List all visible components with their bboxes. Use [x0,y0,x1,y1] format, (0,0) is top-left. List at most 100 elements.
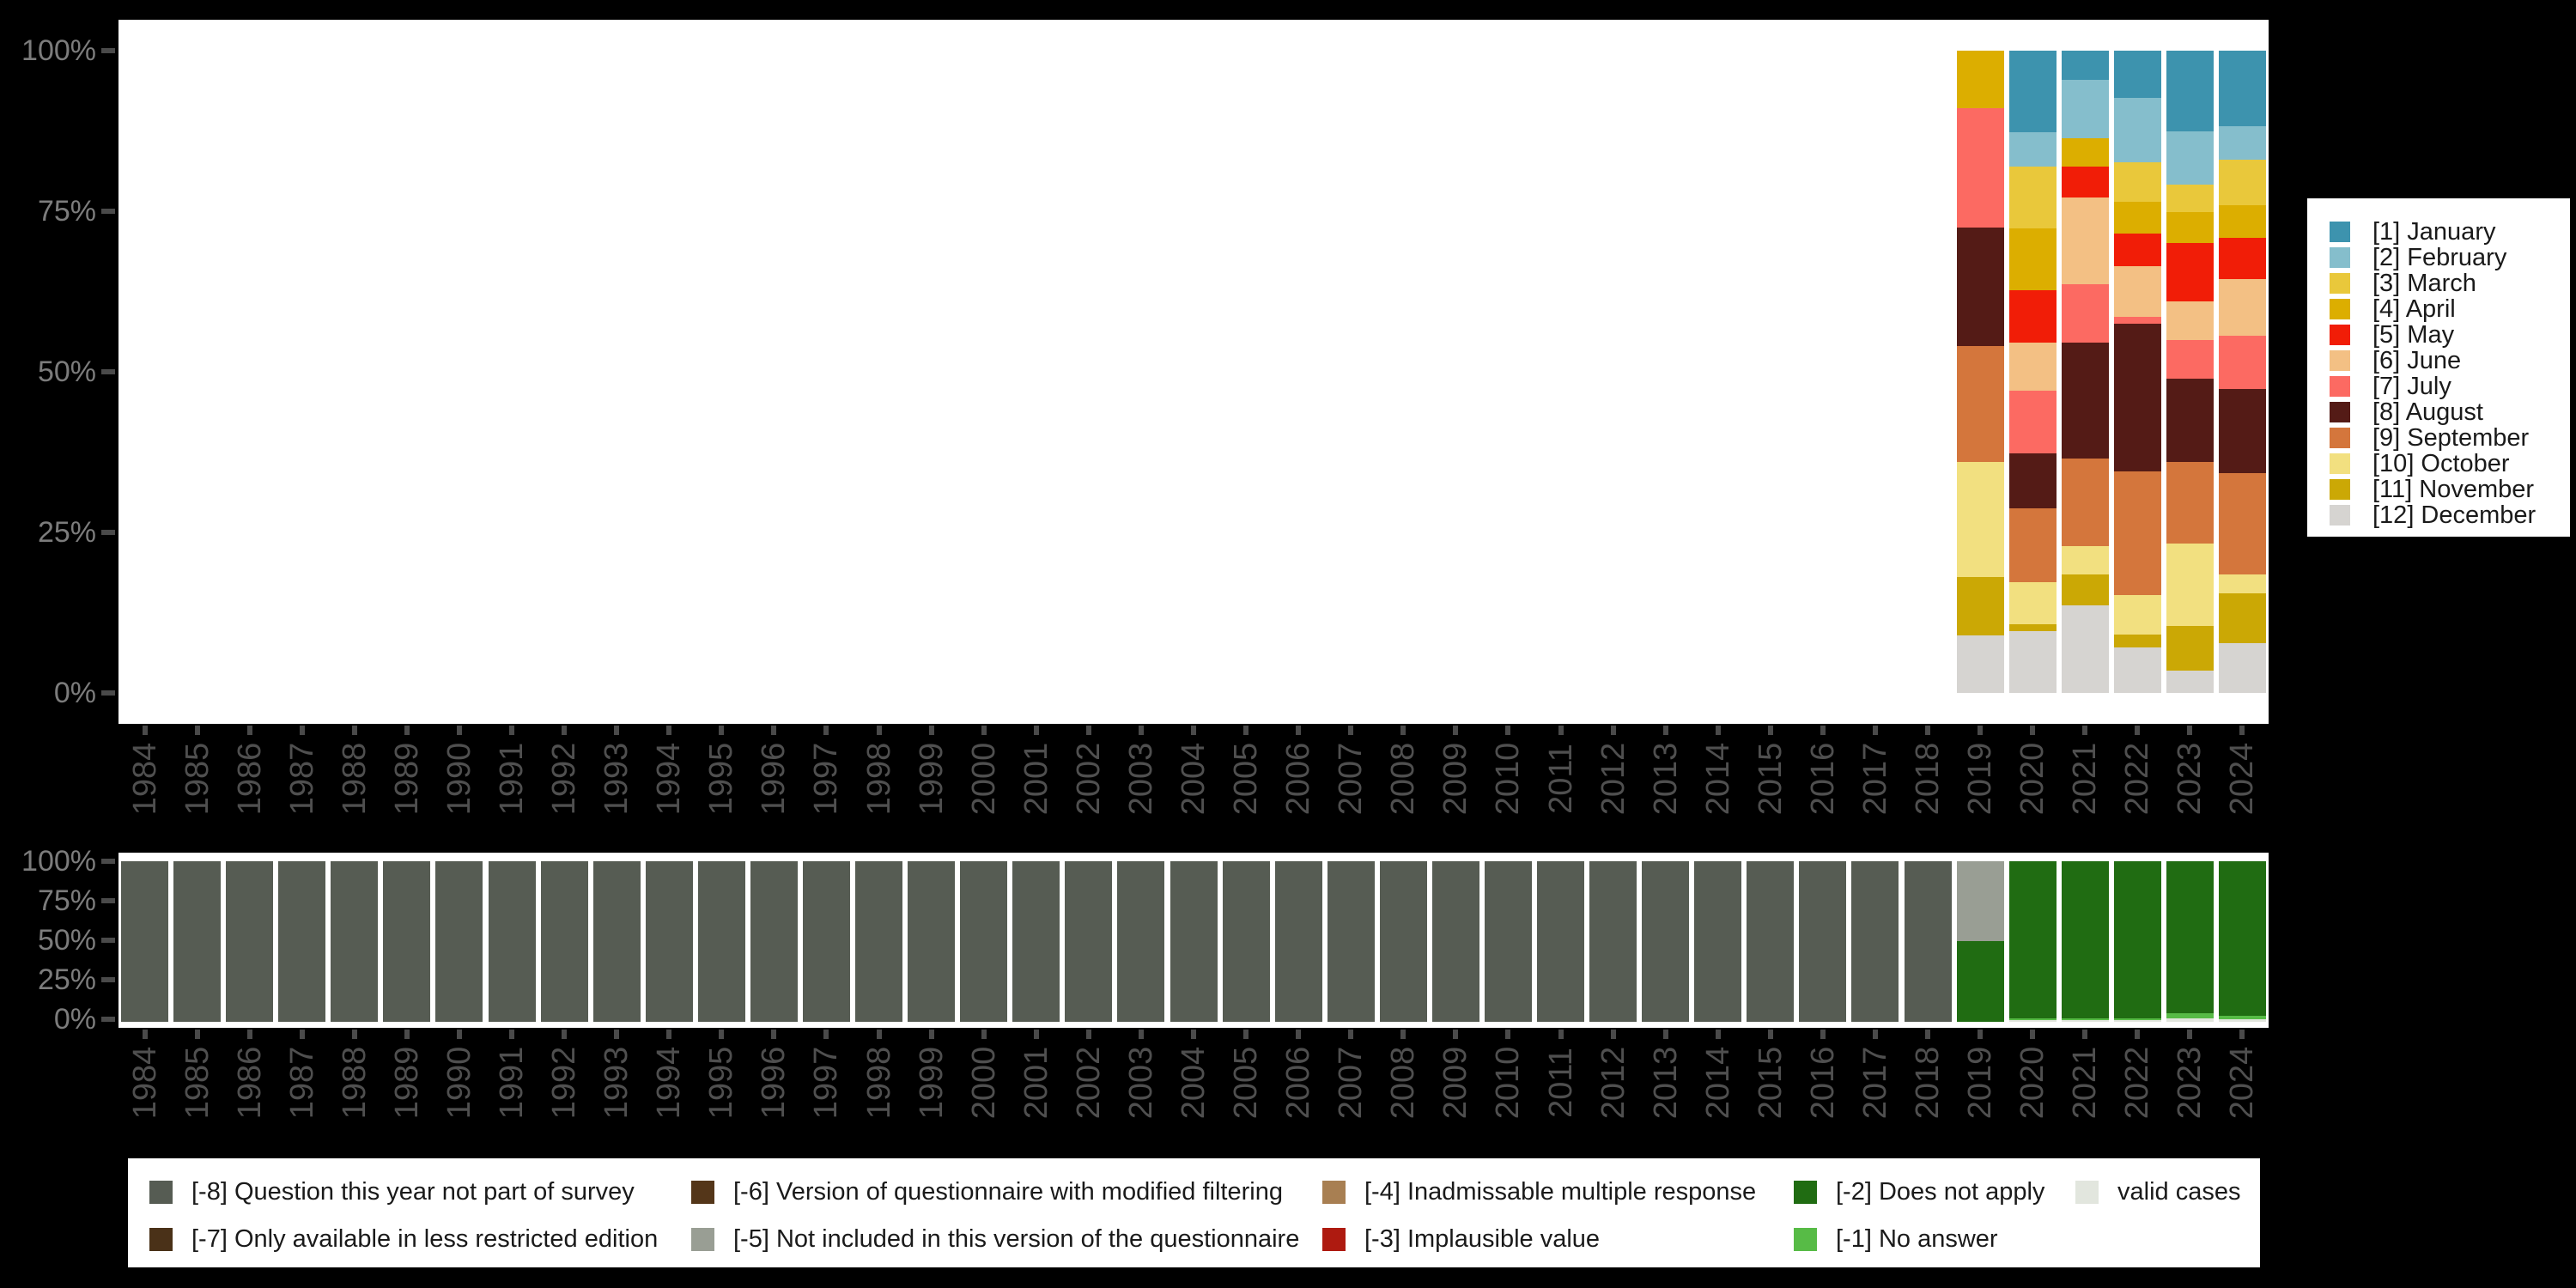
y-axis-tick-mark [101,938,115,943]
bar-segment-1992 [540,861,588,1022]
x-axis-year-label: 2012 [1595,1046,1631,1120]
bar-segment-2018 [1904,861,1952,1022]
x-axis-tick-mark [2239,1030,2245,1039]
bar-segment-2020 [2008,167,2057,229]
legend-months: [1] January [2] February [3] March [4] Apri… [2307,198,2570,537]
x-axis-tick-mark [351,726,357,735]
y-axis-tick-label: 75% [37,884,96,917]
bar-segment-1990 [435,861,483,1022]
legend-missing-label: valid cases [2117,1178,2241,1206]
bar-segment-2022 [2113,266,2161,318]
bar-segment-2021 [2061,79,2109,138]
bar-segment-2019 [1956,461,2004,578]
bar-segment-1984 [121,861,169,1022]
x-axis-tick-mark [771,726,777,735]
x-axis-tick-mark [1191,1030,1196,1039]
legend-missing-item: [-4] Inadmissable multiple response [1322,1178,1756,1206]
bar-segment-2019 [1956,635,2004,693]
x-axis-year-label: 2006 [1280,1046,1317,1120]
bar-segment-2019 [1956,861,2004,942]
legend-missing-label: [-5] Not included in this version of the… [733,1225,1300,1253]
x-axis-year-label: 2010 [1490,742,1527,816]
x-axis-year-label: 1985 [179,1046,216,1120]
legend-missing-item: [-5] Not included in this version of the… [691,1225,1300,1253]
legend-month-label: [4] April [2372,295,2456,323]
legend-month-label: [1] January [2372,217,2496,246]
bar-segment-1996 [750,861,798,1022]
x-axis-tick-mark [1558,726,1564,735]
x-axis-year-label: 2011 [1542,1048,1579,1118]
missing-category-swatch [691,1181,714,1204]
legend-missing-item: [-7] Only available in less restricted e… [149,1225,659,1253]
bar-segment-2021 [2061,1018,2109,1021]
y-axis-tick-mark [101,977,115,982]
x-axis-tick-mark [2239,726,2245,735]
x-axis-year-label: 2000 [965,742,1002,816]
legend-missing-label: [-2] Does not apply [1836,1178,2045,1206]
x-axis-tick-mark [1505,726,1511,735]
bar-segment-2010 [1484,861,1532,1022]
bar-segment-2004 [1170,861,1218,1022]
bar-segment-2000 [960,861,1008,1022]
bar-segment-2020 [2008,1020,2057,1022]
x-axis-tick-mark [1978,726,1984,735]
bar-segment-2023 [2166,1013,2214,1019]
y-axis-tick-mark [101,530,115,535]
x-axis-year-label: 1990 [440,742,477,816]
legend-month-item: [5] May [2307,320,2570,349]
x-axis-tick-mark [456,726,462,735]
x-axis-year-label: 2021 [2067,1046,2104,1120]
y-axis-tick-label: 75% [37,195,96,228]
bar-segment-2024 [2218,279,2266,337]
x-axis-tick-mark [1662,726,1668,735]
x-axis-year-label: 2008 [1385,742,1422,816]
x-axis-tick-mark [2135,726,2141,735]
x-axis-tick-mark [1348,726,1354,735]
x-axis-year-label: 2006 [1280,742,1317,816]
x-axis-year-label: 2022 [2119,742,2156,816]
bar-segment-1987 [278,861,326,1022]
legend-missing-item: [-8] Question this year not part of surv… [149,1178,635,1206]
x-axis-tick-mark [981,726,987,735]
bar-segment-2021 [2061,167,2109,197]
x-axis-year-label: 1991 [494,1046,531,1120]
y-axis-tick-mark [101,209,115,214]
x-axis-tick-mark [1033,726,1039,735]
y-axis-tick-mark [101,898,115,903]
bar-segment-2020 [2008,453,2057,509]
x-axis-tick-mark [1715,726,1721,735]
bar-segment-1986 [226,861,274,1022]
x-axis-tick-mark [1296,1030,1302,1039]
legend-missing-label: [-7] Only available in less restricted e… [191,1225,659,1253]
legend-missing-label: [-6] Version of questionnaire with modif… [733,1178,1283,1206]
bar-segment-2022 [2113,234,2161,267]
x-axis-year-label: 2013 [1647,1046,1684,1120]
bar-segment-2023 [2166,51,2214,132]
x-axis-year-label: 1989 [388,1046,425,1120]
y-axis-tick-mark [101,369,115,374]
x-axis-tick-mark [1820,1030,1826,1039]
y-axis-tick-label: 0% [53,677,96,709]
bar-segment-2023 [2166,626,2214,671]
x-axis-tick-mark [456,1030,462,1039]
x-axis-tick-mark [1085,1030,1091,1039]
x-axis-tick-mark [1243,726,1249,735]
x-axis-year-label: 1994 [651,742,688,816]
x-axis-year-label: 2024 [2224,742,2261,816]
bar-segment-2023 [2166,211,2214,244]
legend-month-label: [5] May [2372,320,2455,349]
x-axis-year-label: 2019 [1962,742,1999,816]
x-axis-year-label: 2017 [1856,742,1893,816]
x-axis-tick-mark [719,1030,725,1039]
bar-segment-2006 [1274,861,1322,1022]
x-axis-year-label: 1992 [546,742,583,816]
x-axis-year-label: 2005 [1228,1046,1265,1120]
x-axis-tick-mark [1925,1030,1931,1039]
x-axis-tick-mark [2082,1030,2088,1039]
x-axis-year-label: 2020 [2014,1046,2051,1120]
bar-segment-1993 [592,861,641,1022]
bar-segment-2024 [2218,1019,2266,1022]
x-axis-tick-mark [1715,1030,1721,1039]
4-April-swatch [2330,299,2350,319]
x-axis-year-label: 1989 [388,742,425,816]
